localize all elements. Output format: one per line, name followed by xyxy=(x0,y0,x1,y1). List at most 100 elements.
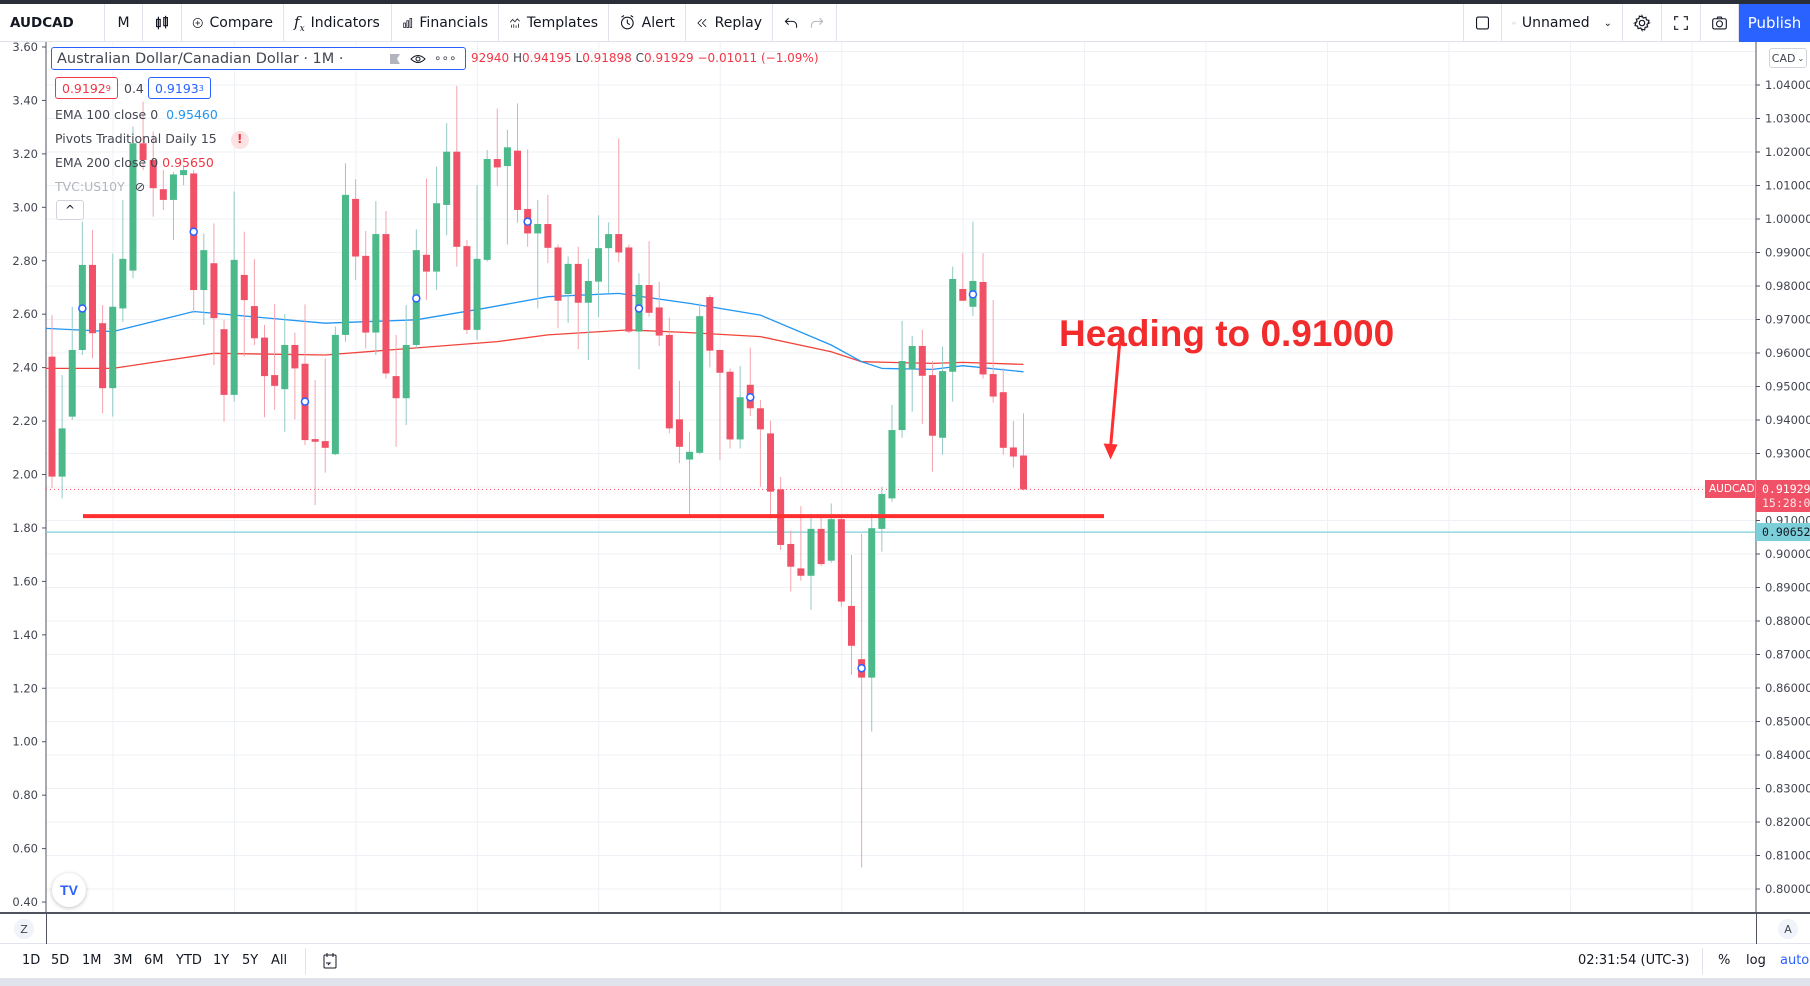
candle-body xyxy=(271,375,279,386)
fullscreen-icon xyxy=(1674,16,1688,30)
eye-hidden-icon[interactable]: ⊘ xyxy=(134,179,146,194)
candle xyxy=(807,513,815,610)
percent-scale-toggle[interactable]: % xyxy=(1718,953,1731,968)
candle-body xyxy=(827,519,835,561)
candle xyxy=(382,210,390,379)
ema100-legend[interactable]: EMA 100 close 0 0.95460 xyxy=(55,107,218,122)
calendar-goto-icon[interactable] xyxy=(321,952,339,970)
redo-icon[interactable] xyxy=(809,13,825,33)
right-tick-label: 0.88000 xyxy=(1765,614,1810,628)
candle xyxy=(433,166,441,291)
candle xyxy=(483,149,491,262)
flag-icon[interactable] xyxy=(387,51,403,67)
range-1y[interactable]: 1Y xyxy=(213,953,230,968)
candle-body xyxy=(311,439,319,442)
low-value: 0.91898 xyxy=(582,51,632,65)
auto-scale-button[interactable]: A xyxy=(1778,919,1798,939)
compare-button[interactable]: Compare xyxy=(182,4,284,42)
layout-select-button[interactable] xyxy=(1463,4,1502,42)
candle-body xyxy=(119,258,127,309)
tvc-legend[interactable]: TVC:US10Y ⊘ xyxy=(55,179,145,194)
candle xyxy=(605,222,613,294)
warning-icon[interactable]: ! xyxy=(230,131,249,149)
tradingview-logo[interactable]: TV xyxy=(52,873,86,907)
sell-price-button[interactable]: 0.9192 9 xyxy=(55,77,118,99)
candle xyxy=(797,506,805,581)
candle-body xyxy=(58,428,66,477)
candle xyxy=(746,347,754,416)
candle-body xyxy=(928,375,936,436)
symbol-search-button[interactable]: AUDCAD xyxy=(0,4,105,42)
pivots-legend[interactable]: Pivots Traditional Daily 15 ! xyxy=(55,131,249,149)
range-all[interactable]: All xyxy=(271,953,288,968)
candle-body xyxy=(422,254,430,272)
candle xyxy=(200,233,208,325)
time-axis[interactable]: Z A xyxy=(0,912,1810,944)
more-dots-icon[interactable]: ∘∘∘ xyxy=(434,51,457,65)
candle xyxy=(959,253,967,301)
collapse-legend-button[interactable]: ^ xyxy=(56,200,84,220)
candle xyxy=(503,129,511,245)
eye-icon[interactable] xyxy=(410,51,426,67)
layout-name-button[interactable]: Unnamed ⌄ xyxy=(1502,4,1623,42)
pivot-marker xyxy=(857,663,866,673)
range-5y[interactable]: 5Y xyxy=(242,953,259,968)
annotation-text[interactable]: Heading to 0.91000 xyxy=(1059,313,1395,354)
candle xyxy=(48,315,56,489)
log-scale-toggle[interactable]: log xyxy=(1746,953,1766,968)
candle xyxy=(574,246,582,350)
candle xyxy=(918,329,926,425)
zoom-reset-button[interactable]: Z xyxy=(14,919,34,939)
interval-button[interactable]: M xyxy=(105,4,143,42)
symbol-title-box[interactable]: Australian Dollar/Canadian Dollar · 1M ·… xyxy=(51,47,466,70)
buy-price-button[interactable]: 0.9193 3 xyxy=(148,77,211,99)
candle-body xyxy=(463,246,471,330)
range-3m[interactable]: 3M xyxy=(113,953,133,968)
left-tick-label: 1.00 xyxy=(12,735,38,749)
tvc-label: TVC:US10Y xyxy=(55,179,125,194)
range-1d[interactable]: 1D xyxy=(22,953,41,968)
right-tick-label: 0.93000 xyxy=(1765,447,1810,461)
separator xyxy=(1702,948,1703,974)
left-tick-label: 2.20 xyxy=(12,414,38,428)
candle xyxy=(443,123,451,236)
left-tick-label: 2.80 xyxy=(12,254,38,268)
replay-button[interactable]: Replay xyxy=(686,4,773,42)
fullscreen-button[interactable] xyxy=(1662,4,1701,42)
candle-body xyxy=(959,289,967,301)
range-5d[interactable]: 5D xyxy=(51,953,70,968)
candle-body xyxy=(281,344,289,390)
candle xyxy=(250,259,258,345)
candle-body xyxy=(574,263,582,303)
candle xyxy=(240,231,248,357)
bottom-toolbar: 1D 5D 1M 3M 6M YTD 1Y 5Y All 02:31:54 (UTC-3) % … xyxy=(0,944,1810,978)
candle-body xyxy=(817,528,825,565)
plus-circle-icon xyxy=(192,18,203,28)
candle xyxy=(321,358,329,473)
right-tick-label: 1.01000 xyxy=(1765,179,1810,193)
replay-label: Replay xyxy=(714,15,762,31)
undo-icon[interactable] xyxy=(783,13,799,33)
chevron-down-icon: ⌄ xyxy=(1603,17,1612,29)
snapshot-button[interactable] xyxy=(1701,4,1739,42)
currency-button[interactable]: CAD ⌄ xyxy=(1769,48,1807,68)
clock-timezone[interactable]: 02:31:54 (UTC-3) xyxy=(1578,953,1690,968)
range-ytd[interactable]: YTD xyxy=(176,953,202,968)
publish-button[interactable]: Publish xyxy=(1739,4,1810,42)
templates-button[interactable]: Templates xyxy=(499,4,609,42)
ema200-legend[interactable]: EMA 200 close 0 0.95650 xyxy=(55,155,214,170)
price-chart[interactable]: 2014201520162017201820192020202120222023… xyxy=(0,0,1810,944)
auto-scale-toggle[interactable]: auto xyxy=(1780,953,1810,968)
range-6m[interactable]: 6M xyxy=(144,953,164,968)
chart-type-button[interactable] xyxy=(143,4,182,42)
candle-body xyxy=(503,147,511,167)
settings-button[interactable] xyxy=(1623,4,1662,42)
ohlc-readout: 92940 H0.94195 L0.91898 C0.91929 −0.0101… xyxy=(471,51,819,65)
financials-button[interactable]: Financials xyxy=(392,4,499,42)
right-tick-label: 1.00000 xyxy=(1765,212,1810,226)
alert-button[interactable]: Alert xyxy=(609,4,686,42)
range-1m[interactable]: 1M xyxy=(82,953,102,968)
right-tick-label: 0.90000 xyxy=(1765,547,1810,561)
indicators-button[interactable]: fx Indicators xyxy=(284,4,392,42)
candle xyxy=(696,303,704,455)
